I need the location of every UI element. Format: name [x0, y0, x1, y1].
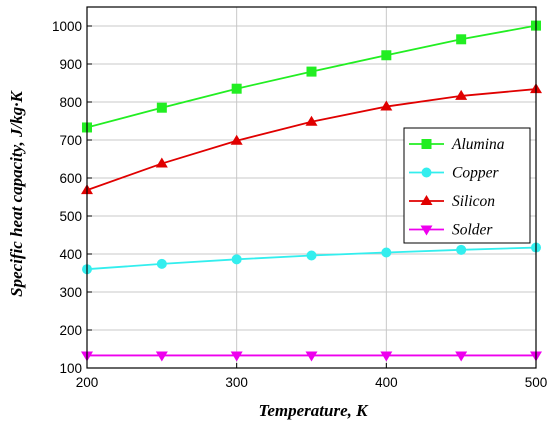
x-axis-label: Temperature, K — [259, 401, 370, 420]
plot-frame — [86, 6, 537, 369]
copper-point — [231, 254, 242, 265]
y-axis-label: Specific heat capacity, J/kg·K — [7, 89, 26, 296]
silicon-point — [305, 115, 318, 126]
y-tick-label: 200 — [59, 323, 82, 338]
legend-marker-alumina — [421, 139, 432, 149]
copper-point — [156, 258, 167, 269]
y-tick-label: 300 — [59, 285, 82, 300]
x-tick-label: 300 — [225, 375, 248, 390]
legend-label-copper: Copper — [452, 165, 499, 182]
y-tick-label: 800 — [59, 95, 82, 110]
y-tick-label: 900 — [59, 57, 82, 72]
silicon-series — [81, 83, 542, 195]
alumina-point — [306, 66, 317, 77]
silicon-point — [455, 89, 468, 100]
solder-point — [305, 351, 318, 362]
solder-point — [155, 351, 168, 362]
y-tick-label: 700 — [59, 133, 82, 148]
x-tick-label: 200 — [76, 375, 99, 390]
series-layer — [81, 20, 542, 362]
legend-marker-solder — [420, 225, 433, 236]
silicon-point — [380, 100, 393, 111]
alumina-point — [456, 34, 467, 45]
y-tick-label: 400 — [59, 247, 82, 262]
legend-label-alumina: Alumina — [451, 136, 505, 153]
legend-label-solder: Solder — [452, 222, 493, 239]
legend-marker-copper — [421, 167, 432, 178]
alumina-point — [381, 50, 392, 61]
copper-point — [381, 247, 392, 258]
solder-series — [81, 351, 542, 362]
copper-point — [456, 244, 467, 255]
copper-series — [82, 242, 541, 275]
legend-label-silicon: Silicon — [452, 193, 495, 210]
legend: Alumina Copper Silicon Solder — [403, 127, 531, 244]
y-tick-label: 1000 — [52, 19, 82, 34]
x-tick-label: 400 — [375, 375, 398, 390]
y-tick-label: 100 — [59, 361, 82, 376]
silicon-point — [230, 134, 243, 145]
x-tick-label: 500 — [525, 375, 548, 390]
axis-ticks: 200 300 400 5001002003004005006007008009001… — [52, 19, 547, 390]
copper-point — [306, 250, 317, 261]
y-tick-label: 600 — [59, 171, 82, 186]
y-tick-label: 500 — [59, 209, 82, 224]
solder-point — [455, 351, 468, 362]
solder-point — [230, 351, 243, 362]
silicon-point — [155, 157, 168, 168]
alumina-series — [82, 20, 541, 133]
alumina-point — [156, 102, 167, 113]
solder-point — [380, 351, 393, 362]
alumina-point — [231, 83, 242, 94]
legend-marker-silicon — [420, 195, 433, 205]
